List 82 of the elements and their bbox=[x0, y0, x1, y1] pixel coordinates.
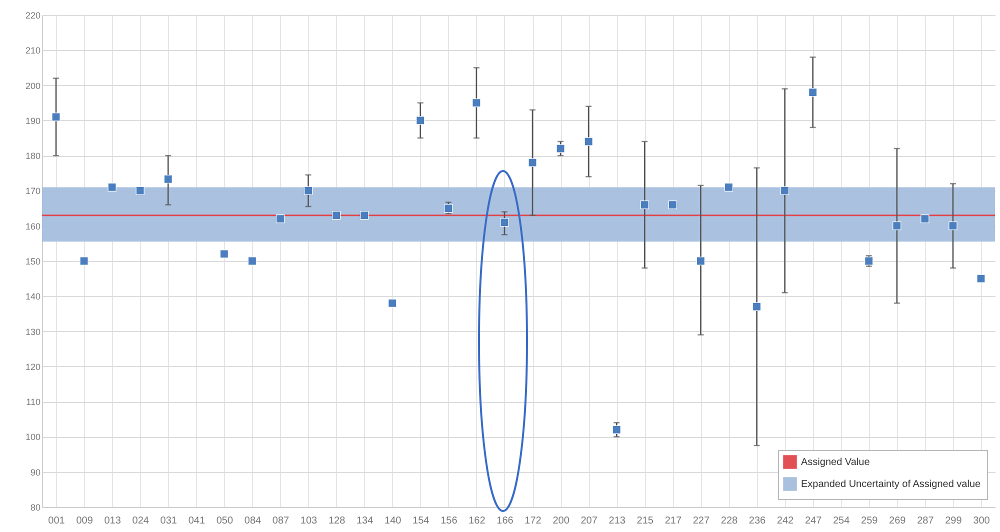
x-tick-label: 140 bbox=[384, 516, 402, 526]
x-tick-label: 156 bbox=[440, 516, 458, 526]
y-tick-label: 120 bbox=[25, 362, 40, 372]
x-tick-label: 300 bbox=[973, 516, 990, 526]
x-tick-label: 287 bbox=[917, 516, 934, 526]
point bbox=[472, 98, 481, 108]
point bbox=[220, 250, 228, 258]
point bbox=[696, 256, 705, 266]
point bbox=[976, 274, 986, 283]
y-tick-label: 180 bbox=[25, 151, 40, 162]
point bbox=[584, 137, 593, 146]
point bbox=[640, 200, 649, 210]
point bbox=[500, 218, 509, 227]
point bbox=[360, 211, 369, 220]
y-tick-label: 110 bbox=[26, 397, 40, 408]
y-tick-label: 160 bbox=[25, 221, 40, 232]
x-tick-label: 213 bbox=[608, 516, 626, 526]
point bbox=[52, 112, 60, 122]
point bbox=[248, 256, 257, 266]
point bbox=[416, 116, 425, 125]
x-tick-label: 207 bbox=[580, 516, 598, 526]
point bbox=[948, 222, 958, 230]
x-tick-label: 217 bbox=[664, 516, 682, 526]
point bbox=[724, 182, 734, 192]
x-tick-label: 041 bbox=[188, 516, 206, 526]
point bbox=[332, 211, 341, 220]
point bbox=[80, 256, 88, 266]
x-tick-label: 215 bbox=[636, 516, 654, 526]
point bbox=[276, 214, 285, 224]
point bbox=[136, 186, 144, 196]
x-tick-label: 084 bbox=[244, 516, 262, 526]
x-tick-label: 024 bbox=[132, 516, 150, 526]
x-tick-label: 154 bbox=[412, 516, 430, 526]
x-tick-label: 254 bbox=[832, 516, 850, 526]
y-tick-label: 80 bbox=[30, 502, 40, 512]
y-tick-label: 140 bbox=[25, 292, 40, 302]
x-tick-label: 134 bbox=[356, 516, 374, 526]
point bbox=[668, 200, 677, 210]
y-tick-label: 130 bbox=[25, 326, 40, 337]
point bbox=[556, 144, 565, 153]
x-tick-label: 103 bbox=[300, 516, 318, 526]
point bbox=[752, 302, 762, 311]
y-tick-label: 190 bbox=[25, 116, 40, 126]
legend-label: Assigned Value bbox=[801, 457, 870, 468]
point bbox=[808, 88, 818, 97]
x-tick-label: 128 bbox=[328, 516, 346, 526]
point bbox=[612, 425, 621, 434]
point bbox=[164, 174, 172, 184]
y-tick-label: 200 bbox=[25, 80, 40, 91]
y-tick-label: 90 bbox=[30, 467, 40, 478]
point bbox=[388, 298, 397, 308]
x-tick-label: 242 bbox=[776, 516, 794, 526]
point bbox=[304, 186, 313, 196]
x-tick-label: 001 bbox=[48, 516, 66, 526]
legend-label: Expanded Uncertainty of Assigned value bbox=[801, 479, 981, 490]
x-tick-label: 200 bbox=[552, 516, 570, 526]
x-tick-label: 031 bbox=[160, 516, 178, 526]
point bbox=[528, 158, 537, 167]
x-tick-label: 172 bbox=[524, 516, 542, 526]
x-tick-label: 228 bbox=[720, 516, 738, 526]
point bbox=[780, 186, 790, 196]
x-tick-label: 227 bbox=[692, 516, 710, 526]
x-tick-label: 162 bbox=[468, 516, 486, 526]
x-tick-label: 299 bbox=[945, 516, 962, 526]
y-tick-label: 170 bbox=[25, 186, 40, 196]
point bbox=[108, 182, 116, 192]
x-tick-label: 013 bbox=[104, 516, 122, 526]
y-tick-label: 100 bbox=[25, 432, 40, 442]
y-tick-label: 150 bbox=[25, 256, 40, 266]
point bbox=[444, 204, 453, 213]
y-tick-label: 220 bbox=[25, 10, 40, 20]
x-tick-label: 247 bbox=[804, 516, 822, 526]
point bbox=[892, 222, 902, 230]
x-tick-label: 236 bbox=[748, 516, 766, 526]
y-tick-label: 210 bbox=[25, 46, 40, 56]
x-tick-label: 009 bbox=[76, 516, 94, 526]
x-tick-label: 259 bbox=[861, 516, 878, 526]
x-tick-label: 050 bbox=[216, 516, 234, 526]
x-tick-label: 087 bbox=[272, 516, 290, 526]
x-tick-label: 269 bbox=[889, 516, 906, 526]
x-tick-label: 166 bbox=[496, 516, 514, 526]
point bbox=[920, 214, 930, 224]
